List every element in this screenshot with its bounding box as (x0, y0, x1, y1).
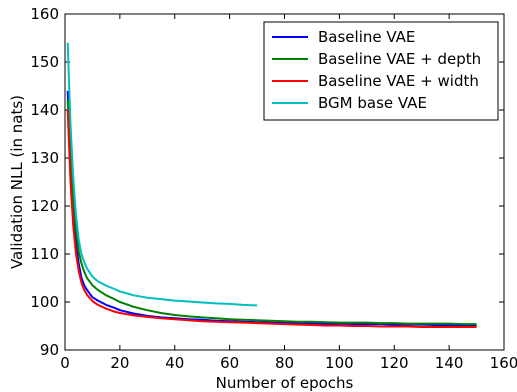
y-tick-label: 140 (30, 101, 59, 119)
legend-label: Baseline VAE + depth (318, 50, 481, 68)
y-tick-label: 110 (30, 245, 59, 263)
x-tick-label: 40 (165, 354, 184, 372)
plot-frame (64, 13, 505, 351)
legend-label: Baseline VAE (318, 28, 415, 46)
x-tick-label: 100 (325, 354, 354, 372)
y-tick-label: 100 (30, 293, 59, 311)
x-tick-label: 80 (275, 354, 294, 372)
series-line-2 (66, 100, 477, 326)
x-tick-label: 160 (490, 354, 517, 372)
legend: Baseline VAE Baseline VAE + depth Baseline… (263, 21, 499, 121)
series-line-3 (66, 109, 477, 328)
x-tick-label: 120 (380, 354, 409, 372)
x-tick-label: 140 (435, 354, 464, 372)
legend-label: Baseline VAE + width (318, 72, 479, 90)
y-tick-label: 120 (30, 197, 59, 215)
x-tick-label: 0 (60, 354, 70, 372)
y-tick-label: 90 (40, 341, 59, 359)
series-lines (66, 42, 477, 328)
y-tick-label: 160 (30, 5, 59, 23)
series-line-1 (66, 90, 477, 326)
y-axis-title: Validation NLL (in nats) (8, 95, 26, 269)
legend-label: BGM base VAE (318, 94, 427, 112)
y-tick-label: 150 (30, 53, 59, 71)
tick-labels: 0 20 40 60 80 100 120 140 160 90 100 110 120 130 140 15… (30, 5, 517, 372)
x-tick-label: 20 (110, 354, 129, 372)
y-tick-label: 130 (30, 149, 59, 167)
x-axis-title: Number of epochs (216, 374, 354, 392)
x-tick-label: 60 (220, 354, 239, 372)
series-line-4 (66, 42, 258, 307)
